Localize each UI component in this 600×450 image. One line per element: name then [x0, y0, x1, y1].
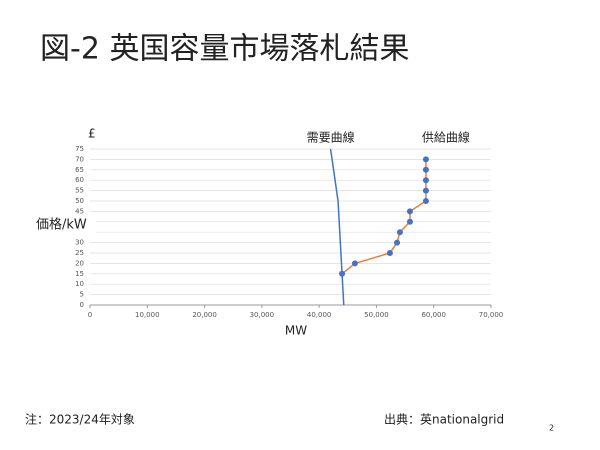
marker: [394, 239, 401, 246]
x-tick-label: 30,000: [250, 311, 275, 319]
series-label: 需要曲線: [307, 130, 355, 145]
y-tick-label: 15: [75, 270, 84, 278]
label-band: [300, 124, 500, 146]
series-line: [341, 159, 427, 275]
series-label: 供給曲線: [422, 130, 470, 145]
x-axis-label: MW: [285, 324, 307, 338]
y-tick-label: 25: [75, 249, 84, 257]
y-label-box: [34, 214, 96, 236]
y-tick-label: 5: [80, 291, 84, 299]
x-tick-label: 50,000: [364, 311, 389, 319]
y-axis-label: 価格/kW: [36, 217, 87, 233]
x-tick-label: 0: [88, 311, 92, 319]
marker: [422, 198, 429, 204]
y-tick-label: 20: [75, 259, 84, 267]
marker: [422, 156, 429, 163]
marker: [422, 187, 429, 194]
footnote: 注：2023/24年対象: [25, 412, 135, 427]
page-number: 2: [549, 424, 554, 433]
marker: [422, 177, 429, 184]
series-line: [329, 148, 345, 306]
marker: [422, 166, 429, 173]
y-tick-label: 70: [75, 155, 84, 163]
x-tick-label: 40,000: [307, 311, 332, 319]
x-tick-label: 70,000: [479, 311, 504, 319]
x-tick-label: 60,000: [421, 311, 446, 319]
y-tick-label: 65: [75, 166, 84, 174]
x-tick-label: 20,000: [192, 311, 217, 319]
marker: [339, 270, 346, 277]
marker: [406, 218, 413, 225]
source: 出典：英nationalgrid: [384, 413, 504, 427]
y-unit: £: [88, 127, 96, 141]
y-tick-label: 55: [75, 187, 84, 195]
y-tick-label: 50: [75, 197, 84, 205]
y-tick-label: 0: [80, 301, 84, 309]
marker: [351, 260, 358, 267]
y-tick-label: 75: [75, 145, 84, 153]
y-tick-label: 45: [75, 207, 84, 215]
slide-title: 図-2 英国容量市場落札結果: [40, 32, 409, 67]
y-tick-label: 10: [75, 280, 84, 288]
y-tick-label: 30: [75, 239, 84, 247]
marker: [406, 208, 413, 215]
x-tick-label: 10,000: [135, 311, 160, 319]
marker: [386, 250, 393, 256]
marker: [396, 229, 403, 236]
y-tick-label: 60: [75, 176, 84, 184]
